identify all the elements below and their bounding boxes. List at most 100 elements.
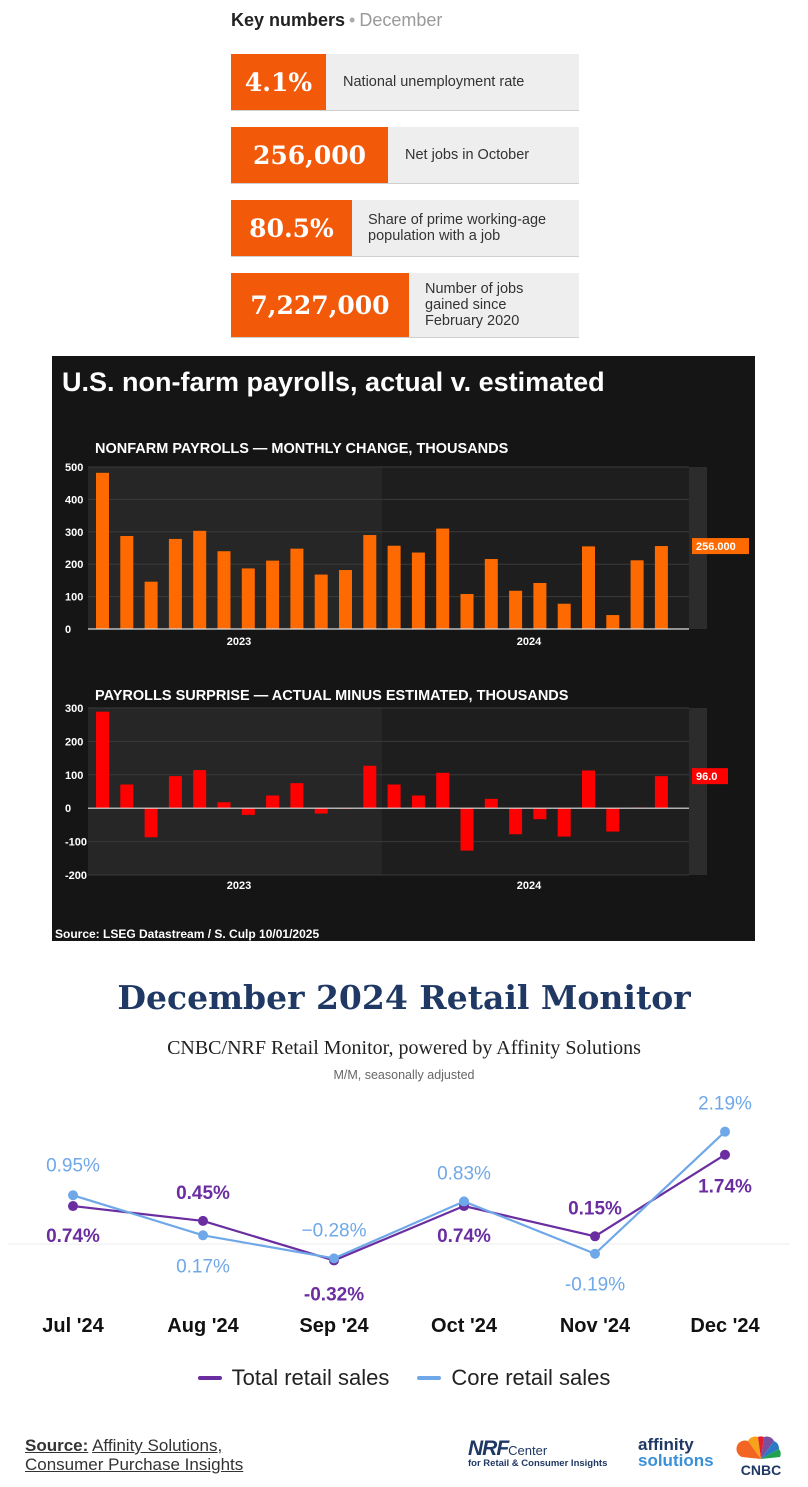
y-tick-label: 100 <box>65 770 83 782</box>
bar <box>606 615 620 629</box>
source-label: Source: <box>25 1436 89 1455</box>
bar <box>339 570 352 629</box>
payrolls-chart: U.S. non-farm payrolls, actual v. estima… <box>55 367 749 941</box>
bar <box>654 776 668 809</box>
series-line <box>72 1153 726 1262</box>
bar <box>193 770 207 809</box>
key-number-row: 256,000 Net jobs in October <box>231 127 579 184</box>
bar <box>290 548 304 629</box>
bar <box>582 546 595 629</box>
legend-label: Core retail sales <box>451 1365 611 1390</box>
retail-title: December 2024 Retail Monitor <box>117 978 691 1017</box>
nonfarm-chart: NONFARM PAYROLLS — MONTHLY CHANGE, THOUS… <box>65 441 749 648</box>
y-tick-label: 100 <box>65 592 83 604</box>
affinity-logo: affinity solutions <box>638 1435 723 1470</box>
key-number-value: 4.1% <box>231 54 326 110</box>
bar <box>314 808 328 814</box>
affinity-logo-line2: solutions <box>638 1451 714 1470</box>
affinity-logo-line1: affinity <box>638 1435 694 1454</box>
bar <box>509 808 523 835</box>
data-label: 0.74% <box>46 1226 100 1247</box>
retail-note: M/M, seasonally adjusted <box>333 1068 475 1082</box>
bar <box>606 808 620 832</box>
data-point <box>590 1231 600 1242</box>
data-label: 0.45% <box>176 1183 230 1204</box>
bar <box>96 711 109 809</box>
data-point <box>198 1230 208 1241</box>
data-point <box>459 1196 469 1207</box>
y-tick-label: 200 <box>65 736 83 748</box>
bar <box>241 808 255 815</box>
x-tick-label: Oct '24 <box>431 1315 498 1337</box>
key-number-value: 256,000 <box>231 127 388 183</box>
key-numbers-header: Key numbers • December <box>231 10 442 31</box>
key-number-label: Net jobs in October <box>405 147 530 163</box>
legend-label: Total retail sales <box>231 1365 390 1390</box>
cnbc-logo-text: CNBC <box>741 1462 781 1477</box>
legend-swatch <box>417 1376 442 1380</box>
last-value-badge <box>692 768 728 785</box>
key-numbers-title: Key numbers <box>231 10 346 30</box>
bar <box>168 776 182 809</box>
retail-series: 0.74% 0.45% -0.32% 0.74% 0.15% 1.74% 0.95% 0.17… <box>42 1094 760 1337</box>
source-line-2: Consumer Purchase Insights <box>25 1455 244 1474</box>
bar <box>217 802 231 809</box>
peacock-icon <box>736 1436 781 1459</box>
bar <box>266 795 280 809</box>
bar <box>557 603 571 629</box>
x-tick-label: 2023 <box>227 636 251 648</box>
bar <box>96 472 109 629</box>
data-point <box>198 1215 208 1226</box>
plot-area <box>382 708 689 875</box>
bar <box>484 559 498 629</box>
plot-shade <box>88 708 382 875</box>
x-tick-label: Aug '24 <box>167 1315 239 1337</box>
x-tick-label: Nov '24 <box>560 1315 631 1337</box>
bar <box>509 590 523 629</box>
retail-legend: Total retail sales Core retail sales <box>0 1365 808 1391</box>
bar <box>533 808 547 820</box>
legend-item-core: Core retail sales <box>417 1365 610 1391</box>
key-number-label: Number of jobs gained since February 202… <box>425 281 524 329</box>
key-number-row: 80.5% Share of prime working-age populat… <box>231 200 579 257</box>
data-label: 2.19% <box>698 1094 752 1115</box>
last-value-label: 256.000 <box>696 541 736 553</box>
cnbc-logo: CNBC <box>736 1436 781 1477</box>
y-tick-label: 0 <box>65 624 71 636</box>
bar <box>168 538 182 629</box>
bar <box>120 536 134 629</box>
series-line <box>72 1130 726 1260</box>
data-label: 0.95% <box>46 1155 100 1176</box>
y-tick-label: 300 <box>65 703 83 715</box>
key-number-row: 7,227,000 Number of jobs gained since Fe… <box>231 273 579 338</box>
key-number-row: 4.1% National unemployment rate <box>231 54 579 111</box>
bar <box>484 798 498 809</box>
bar <box>217 551 231 629</box>
data-point <box>590 1248 600 1259</box>
data-label: 1.74% <box>698 1177 752 1198</box>
data-point <box>720 1149 730 1160</box>
source-line-1: Affinity Solutions, <box>92 1436 223 1455</box>
y-tick-label: 500 <box>65 462 83 474</box>
bar <box>314 574 328 629</box>
bar <box>144 581 158 629</box>
bar <box>411 552 425 629</box>
chart-subtitle: PAYROLLS SURPRISE — ACTUAL MINUS ESTIMAT… <box>95 688 569 704</box>
retail-line-chart: 0.74% 0.45% -0.32% 0.74% 0.15% 1.74% 0.95% 0.17… <box>8 1094 790 1337</box>
bar <box>387 784 401 809</box>
bar <box>363 765 377 809</box>
bar <box>193 530 207 629</box>
y-tick-label: 0 <box>65 803 71 815</box>
nrf-logo: NRFCenter for Retail & Consumer Insights <box>468 1437 628 1471</box>
key-numbers-month: December <box>359 10 443 30</box>
bar <box>557 808 571 837</box>
bar <box>460 594 474 629</box>
payrolls-title: U.S. non-farm payrolls, actual v. estima… <box>62 367 605 397</box>
bar <box>460 808 474 851</box>
legend-item-total: Total retail sales <box>197 1365 390 1391</box>
bar <box>241 568 255 629</box>
chart-subtitle: NONFARM PAYROLLS — MONTHLY CHANGE, THOUS… <box>95 441 509 457</box>
bar <box>290 783 304 809</box>
bar <box>120 784 134 809</box>
data-point <box>720 1126 730 1137</box>
